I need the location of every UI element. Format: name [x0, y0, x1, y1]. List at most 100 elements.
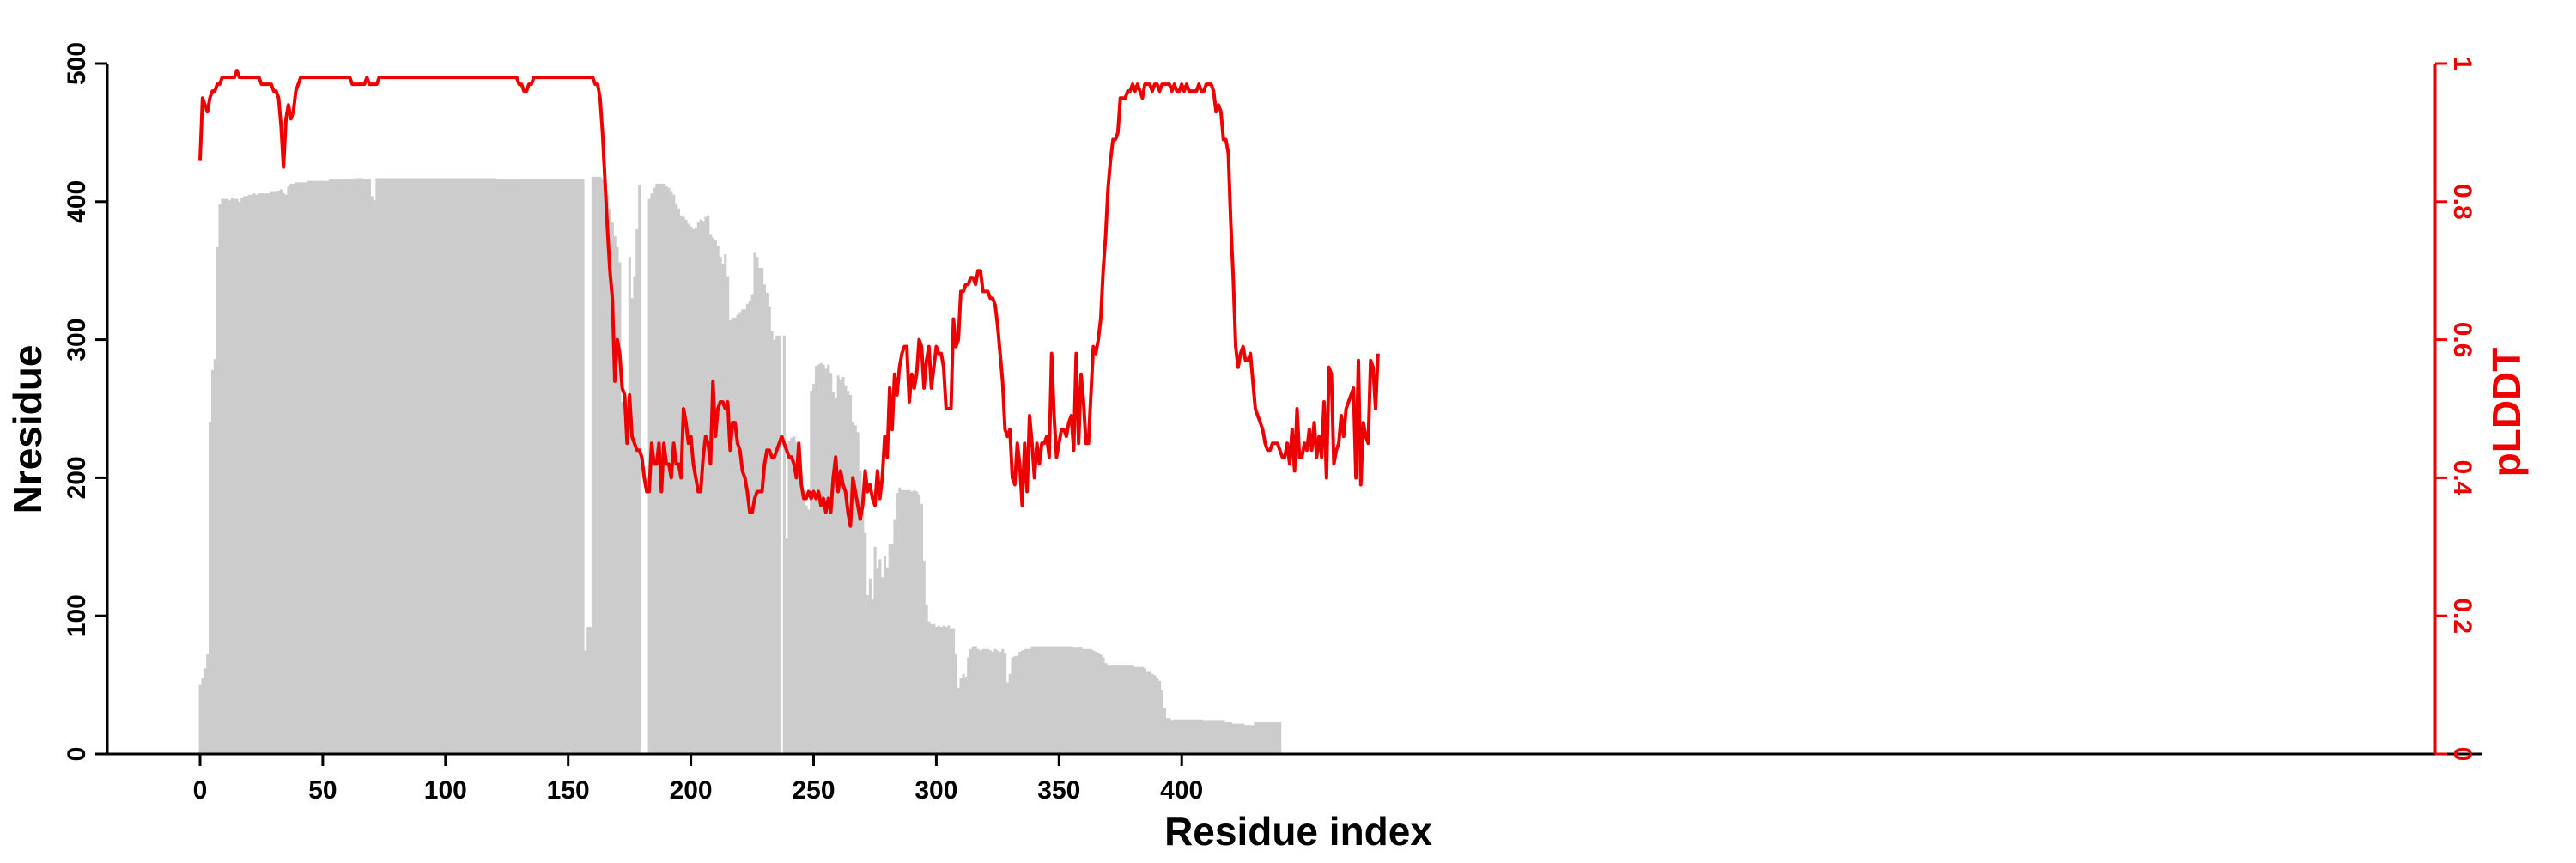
bar	[343, 179, 347, 754]
bar	[876, 568, 879, 754]
bar	[797, 453, 801, 754]
bar	[1227, 722, 1230, 754]
bar	[279, 189, 283, 754]
y2-tick-label: 0	[2448, 747, 2476, 762]
bar	[628, 257, 631, 754]
bar	[902, 489, 906, 754]
bar	[1273, 722, 1277, 754]
bar	[490, 178, 494, 754]
bar	[1177, 719, 1182, 754]
bar	[416, 178, 421, 754]
bar	[675, 204, 678, 754]
bar	[238, 201, 241, 755]
bar	[361, 178, 364, 754]
bar	[829, 373, 833, 754]
bar	[1102, 657, 1105, 754]
bar	[1003, 653, 1007, 754]
bar	[407, 178, 410, 754]
bar	[866, 595, 870, 754]
bar	[741, 309, 744, 755]
bar	[505, 179, 508, 754]
bar	[665, 186, 668, 755]
bar	[547, 179, 550, 754]
bar	[1094, 652, 1097, 754]
y-tick-label: 100	[63, 594, 91, 637]
bar	[209, 422, 212, 754]
bar	[1182, 719, 1186, 754]
bar	[1005, 682, 1010, 754]
bar	[432, 178, 435, 754]
bar	[898, 487, 902, 754]
bar	[404, 178, 408, 754]
bar	[1090, 648, 1093, 754]
y-tick-label: 0	[63, 747, 91, 762]
bar	[451, 178, 455, 754]
bar	[584, 650, 587, 754]
bar	[392, 178, 396, 754]
bar	[519, 179, 524, 754]
bar	[1077, 647, 1080, 754]
bar	[692, 228, 696, 755]
bar	[1139, 666, 1142, 754]
bar	[1160, 690, 1164, 754]
bar	[1153, 675, 1157, 754]
bar	[653, 187, 656, 755]
bar	[447, 178, 450, 754]
bar	[785, 538, 788, 754]
bar	[481, 178, 484, 754]
axes-layer: 0 50 100 150 200 250 300 350 400 0 100 200 300 400 500…	[63, 42, 2482, 805]
bar	[883, 556, 887, 754]
bar	[942, 625, 945, 754]
bar	[856, 432, 860, 754]
bar	[1008, 673, 1012, 754]
bar	[848, 394, 853, 754]
bar	[836, 375, 840, 754]
bar	[1212, 720, 1216, 754]
bar	[1207, 720, 1211, 754]
bar	[844, 385, 848, 754]
bar	[419, 178, 422, 754]
bar	[814, 366, 818, 754]
bar	[1074, 647, 1078, 754]
bar	[527, 179, 531, 754]
bar	[240, 197, 244, 755]
bar	[925, 605, 928, 754]
bar	[226, 198, 229, 754]
bar	[1097, 653, 1100, 754]
bar	[365, 179, 369, 754]
bar	[993, 648, 997, 754]
bar	[1185, 719, 1188, 754]
bar	[728, 320, 732, 754]
bar	[282, 193, 285, 754]
bar	[346, 179, 349, 754]
bar	[399, 178, 404, 754]
bar	[218, 204, 222, 754]
y-axis-title: Nresidue	[5, 345, 50, 514]
bar	[550, 179, 553, 754]
bar	[270, 191, 273, 755]
bar	[831, 392, 835, 754]
bar	[1124, 665, 1127, 754]
bar	[1158, 680, 1162, 754]
bar	[1268, 722, 1272, 754]
bar	[510, 179, 513, 754]
bar	[485, 178, 489, 754]
bar	[768, 307, 771, 754]
bar	[1036, 646, 1039, 754]
bar	[1065, 646, 1068, 754]
bar	[581, 179, 585, 754]
bar	[623, 398, 627, 754]
x-tick-label: 100	[424, 776, 467, 805]
bar	[1050, 646, 1054, 754]
bar	[1236, 723, 1240, 754]
bar	[1060, 646, 1063, 754]
bar	[329, 179, 332, 754]
bar	[1119, 665, 1122, 754]
bar	[1222, 720, 1225, 754]
bar	[247, 194, 251, 754]
x-axis-title: Residue index	[1164, 809, 1432, 854]
bar	[709, 234, 713, 754]
bar	[795, 441, 799, 754]
bar	[316, 180, 319, 754]
